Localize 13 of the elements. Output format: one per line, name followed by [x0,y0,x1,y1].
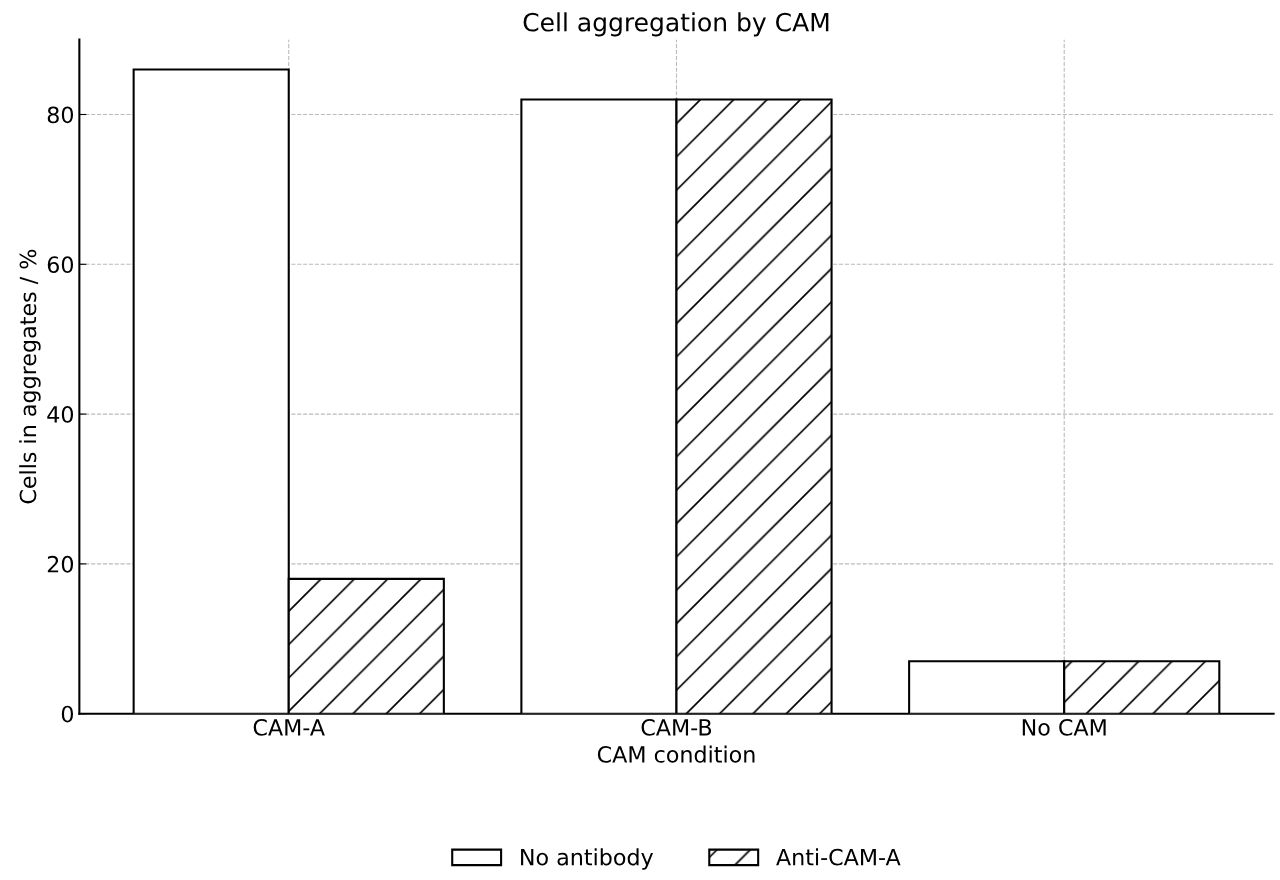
legend-label: Anti-CAM-A [776,848,901,866]
y-axis-title: Cells in aggregates / % [19,249,41,504]
legend-label: No antibody [521,848,654,870]
y-tick-label: 80 [47,106,74,124]
y-tick-label: 0 [61,705,74,723]
x-tick-label: CAM-B [641,718,712,736]
y-tick-label: 40 [47,406,74,423]
y-tick-label: 60 [47,256,74,274]
y-tick-label: 20 [47,555,74,573]
x-axis-title: CAM condition [597,745,755,763]
x-tick-label: CAM-A [253,718,325,736]
x-tick-label: No CAM [1022,718,1106,736]
chart-title: Cell aggregation by CAM [523,12,829,37]
